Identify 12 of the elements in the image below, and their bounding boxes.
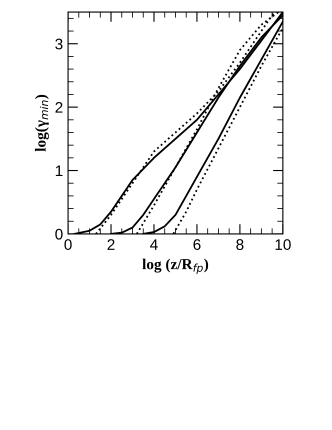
x-axis-title: log (z/R$_{fp}$): [142, 258, 208, 274]
x-tick-label: 8: [236, 239, 244, 250]
y-tick-label: 1: [56, 166, 62, 176]
y-axis-title: log(γ$_{min}$): [34, 94, 49, 152]
y-tick-label: 2: [55, 102, 62, 113]
x-tick-label: 10: [276, 239, 291, 250]
x-tick-label: 0: [64, 239, 72, 250]
x-tick-label: 4: [150, 239, 158, 250]
y-tick-label: 0: [55, 228, 63, 240]
x-tick-label: 6: [193, 239, 201, 250]
y-tick-label: 3: [55, 38, 63, 50]
x-tick-label: 2: [108, 239, 114, 250]
